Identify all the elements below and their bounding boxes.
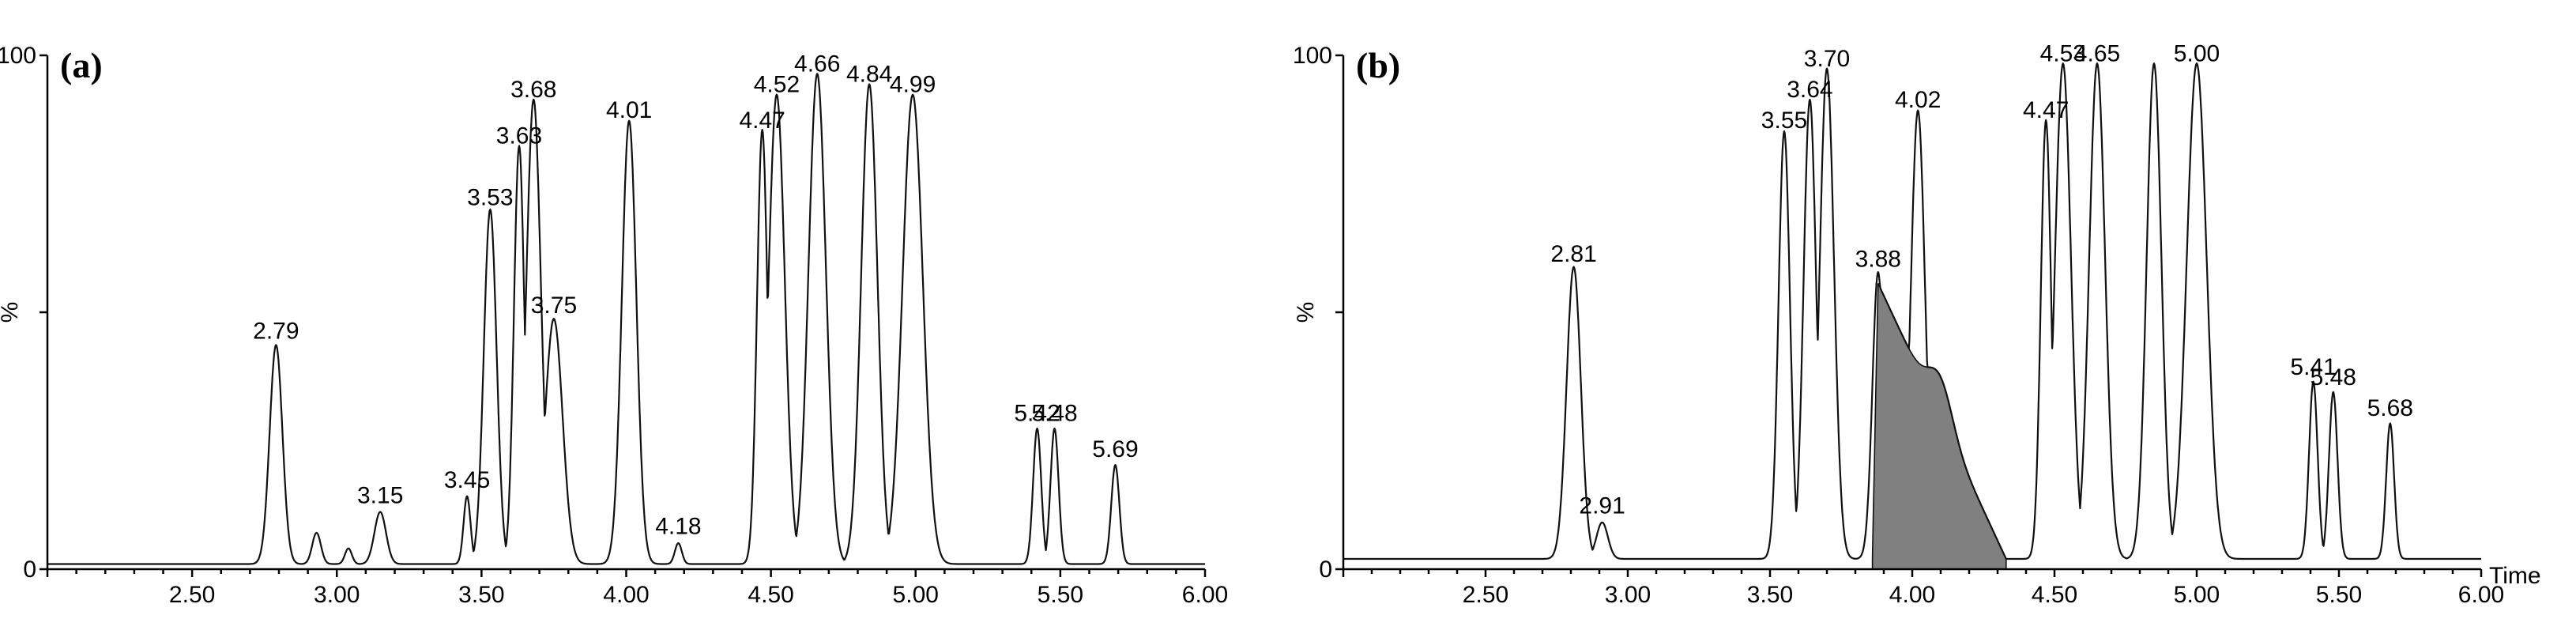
x-tick-label: 5.50 bbox=[1038, 582, 1083, 608]
peak-label: 4.18 bbox=[655, 514, 701, 540]
y-tick-label: 0 bbox=[1319, 557, 1332, 583]
peak-label: 3.88 bbox=[1855, 247, 1901, 273]
x-tick-label: 4.50 bbox=[2032, 582, 2077, 608]
x-tick-label: 5.50 bbox=[2316, 582, 2362, 608]
panel-label: (b) bbox=[1356, 45, 1400, 85]
panel-label: (a) bbox=[60, 45, 103, 85]
x-axis-label: Time bbox=[2489, 563, 2541, 589]
peak-label: 5.69 bbox=[1092, 436, 1138, 462]
peak-label: 5.41 bbox=[2290, 354, 2336, 380]
peak-label: 3.75 bbox=[531, 292, 577, 319]
peak-label: 5.68 bbox=[2367, 395, 2413, 421]
x-tick-label: 4.00 bbox=[1889, 582, 1935, 608]
peak-label: 4.02 bbox=[1895, 87, 1941, 113]
y-axis-label: % bbox=[0, 302, 23, 323]
peak-label: 5.42 bbox=[1014, 401, 1060, 427]
peak-label: 3.15 bbox=[357, 483, 403, 509]
peak-label: 2.81 bbox=[1550, 241, 1596, 267]
peak-label: 4.47 bbox=[2023, 97, 2069, 123]
peak-label: 3.63 bbox=[496, 123, 542, 149]
peak-label: 4.47 bbox=[739, 108, 785, 134]
peak-label: 4.66 bbox=[794, 51, 840, 77]
peak-label: 3.70 bbox=[1804, 46, 1850, 72]
x-tick-label: 6.00 bbox=[2458, 582, 2504, 608]
shaded-peak-region bbox=[1871, 283, 2007, 570]
x-tick-label: 3.50 bbox=[458, 582, 504, 608]
peak-label: 4.99 bbox=[890, 72, 936, 98]
peak-label: 5.00 bbox=[2174, 41, 2220, 67]
peak-label: 2.91 bbox=[1579, 493, 1625, 519]
x-tick-label: 5.00 bbox=[2174, 582, 2220, 608]
x-tick-label: 5.00 bbox=[893, 582, 939, 608]
peak-label: 5.48 bbox=[2310, 364, 2356, 391]
peak-label: 3.68 bbox=[510, 77, 556, 103]
x-tick-label: 3.00 bbox=[1605, 582, 1651, 608]
y-tick-label: 100 bbox=[1293, 43, 1332, 69]
peak-label: 4.52 bbox=[754, 72, 800, 98]
chromatogram-trace bbox=[47, 73, 1206, 565]
peak-label: 3.64 bbox=[1787, 77, 1832, 103]
peak-label: 2.79 bbox=[253, 319, 299, 345]
x-tick-label: 4.00 bbox=[603, 582, 649, 608]
peak-label: 3.53 bbox=[467, 185, 513, 211]
peak-label: 3.55 bbox=[1761, 108, 1807, 134]
peak-label: 4.65 bbox=[2074, 41, 2120, 67]
x-tick-label: 6.00 bbox=[1182, 582, 1228, 608]
x-tick-label: 2.50 bbox=[1463, 582, 1508, 608]
x-tick-label: 2.50 bbox=[169, 582, 215, 608]
y-tick-label: 100 bbox=[0, 43, 36, 69]
chart-panel-a: 100 0% 2.50 3.00 3.50 4.00 4.50 5.00 5.50 6.00 (a)… bbox=[0, 43, 1228, 608]
x-tick-label: 3.50 bbox=[1747, 582, 1793, 608]
x-tick-label: 4.50 bbox=[748, 582, 793, 608]
chromatogram-trace bbox=[1343, 62, 2482, 560]
peak-label: 4.01 bbox=[606, 97, 652, 123]
peak-label: 4.53 bbox=[2040, 41, 2086, 67]
x-tick-label: 3.00 bbox=[314, 582, 360, 608]
y-axis-label: % bbox=[1293, 302, 1319, 323]
chart-panel-b: 100 0% 2.50 3.00 3.50 4.00 4.50 5.00 5.50 6.00Tim… bbox=[1293, 41, 2541, 609]
peak-label: 4.84 bbox=[846, 62, 892, 88]
peak-label: 3.45 bbox=[444, 467, 490, 493]
peak-label: 5.48 bbox=[1031, 401, 1077, 427]
y-tick-label: 0 bbox=[23, 557, 36, 583]
